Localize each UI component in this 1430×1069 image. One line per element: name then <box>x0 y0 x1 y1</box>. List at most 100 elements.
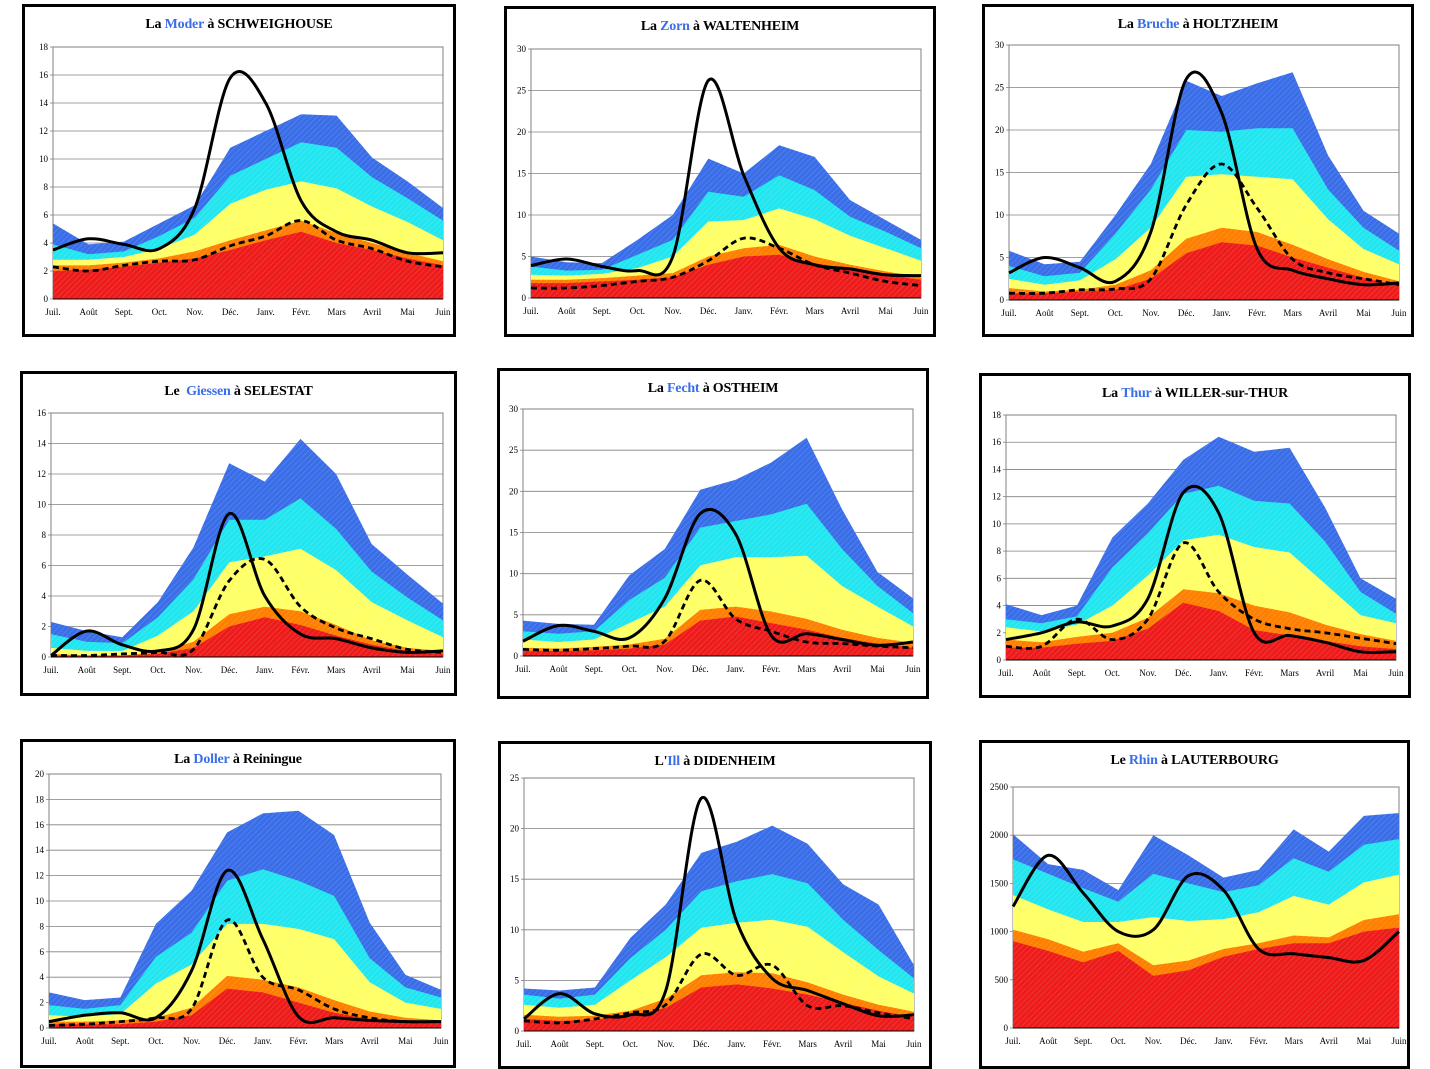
y-tick-label: 1000 <box>990 927 1009 937</box>
y-tick-label: 10 <box>510 925 520 935</box>
y-tick-label: 16 <box>37 408 47 418</box>
chart-title-prefix: La <box>640 19 661 34</box>
y-tick-label: 500 <box>995 975 1009 985</box>
y-tick-label: 6 <box>42 561 47 571</box>
solid-line <box>50 512 444 657</box>
x-tick-label: Juil. <box>1005 1036 1020 1046</box>
solid-line <box>1005 484 1397 655</box>
chart-title-station: à Reiningue <box>229 752 302 767</box>
x-tick-label: Févr. <box>291 665 309 675</box>
band-red <box>51 617 443 657</box>
y-tick-label: 15 <box>510 874 520 884</box>
y-tick-label: 8 <box>40 921 45 931</box>
y-tick-label: 0 <box>40 1023 45 1033</box>
y-tick-label: 30 <box>995 40 1005 50</box>
x-tick-label: Févr. <box>1248 308 1266 318</box>
y-tick-label: 6 <box>997 573 1002 583</box>
x-tick-label: Janv. <box>1210 668 1228 678</box>
x-tick-label: Mars <box>327 307 346 317</box>
x-tick-label: Juil. <box>45 307 60 317</box>
band-red <box>524 984 914 1031</box>
solid-line <box>522 507 914 647</box>
river-name: Bruche <box>1136 17 1180 32</box>
y-tick-label: 25 <box>510 773 520 783</box>
x-tick-label: Févr. <box>289 1036 307 1046</box>
y-tick-label: 0 <box>515 1026 520 1036</box>
x-tick-label: Juil. <box>515 664 530 674</box>
chart-panel: La Bruche à HOLTZHEIM 0 5 10 15 20 25 30 Juil. Ao… <box>982 4 1414 337</box>
x-tick-label: Juin <box>906 1039 922 1049</box>
y-tick-label: 10 <box>509 569 519 579</box>
y-tick-label: 30 <box>517 44 527 54</box>
x-tick-label: Août <box>1032 668 1050 678</box>
x-tick-label: Janv. <box>1213 308 1231 318</box>
solid-line <box>530 77 922 278</box>
y-tick-label: 0 <box>997 655 1002 665</box>
x-tick-label: Juil. <box>43 665 58 675</box>
chart-title: La Bruche à HOLTZHEIM <box>985 17 1411 33</box>
chart-svg: 0 500 1000 1500 2000 2500 Juil. Août Sept. Oct. No… <box>990 782 1407 1046</box>
x-tick-label: Août <box>76 1036 94 1046</box>
x-tick-label: Nov. <box>656 664 673 674</box>
x-tick-label: Nov. <box>1145 1036 1162 1046</box>
x-tick-label: Mars <box>1283 308 1302 318</box>
chart-title-station: à LAUTERBOURG <box>1157 753 1279 768</box>
y-tick-label: 2500 <box>990 782 1009 792</box>
chart-panel: La Zorn à WALTENHEIM 0 5 10 15 20 25 30 Juil. Aoû… <box>504 6 936 337</box>
x-tick-label: Mai <box>400 665 415 675</box>
y-tick-label: 4 <box>44 238 49 248</box>
y-tick-label: 14 <box>37 439 47 449</box>
chart-title: La Thur à WILLER-sur-THUR <box>982 386 1408 402</box>
solid-line <box>52 70 444 256</box>
y-tick-label: 5 <box>522 252 527 262</box>
y-tick-label: 16 <box>35 820 45 830</box>
y-tick-label: 0 <box>1000 295 1005 305</box>
band-red <box>53 231 443 299</box>
x-tick-label: Juil. <box>41 1036 56 1046</box>
x-tick-label: Avril <box>1320 1036 1339 1046</box>
dashed-line <box>530 236 922 290</box>
river-name: Giessen <box>186 384 231 399</box>
x-tick-label: Déc. <box>222 307 239 317</box>
x-tick-label: Août <box>78 665 96 675</box>
y-tick-label: 0 <box>42 652 47 662</box>
x-tick-label: Sept. <box>115 307 133 317</box>
x-tick-label: Juil. <box>523 306 538 316</box>
y-tick-label: 8 <box>44 182 49 192</box>
chart-title-prefix: La <box>1117 17 1137 32</box>
x-tick-label: Mai <box>878 306 893 316</box>
solid-line <box>523 796 915 1021</box>
y-tick-label: 2000 <box>990 830 1009 840</box>
y-tick-label: 4 <box>40 972 45 982</box>
chart-title-station: à OSTHEIM <box>699 381 779 396</box>
chart-panel: La Doller à Reiningue 0 2 4 6 8 10 12 14 16 18 20 Ju… <box>20 739 456 1068</box>
x-tick-label: Mai <box>398 1036 413 1046</box>
y-tick-label: 10 <box>37 500 47 510</box>
y-tick-label: 15 <box>995 168 1005 178</box>
chart-svg: 0 5 10 15 20 25 30 Juil. Août Sept. Oct. Nov. Déc. Ja… <box>517 44 929 316</box>
x-tick-label: Avril <box>363 665 382 675</box>
y-tick-label: 20 <box>510 824 520 834</box>
chart-panel: La Moder à SCHWEIGHOUSE 0 2 4 6 8 10 12 14 16 18 Ju… <box>22 4 456 337</box>
y-tick-label: 0 <box>514 651 519 661</box>
x-tick-label: Avril <box>833 664 852 674</box>
y-tick-label: 20 <box>35 769 45 779</box>
chart-panel: Le Giessen à SELESTAT 0 2 4 6 8 10 12 14 16 Juil. A… <box>20 371 457 696</box>
y-tick-label: 16 <box>39 70 49 80</box>
solid-line <box>1008 70 1400 287</box>
y-tick-label: 4 <box>42 591 47 601</box>
y-tick-label: 5 <box>515 975 520 985</box>
y-tick-label: 20 <box>517 127 527 137</box>
chart-title: La Zorn à WALTENHEIM <box>507 19 933 35</box>
y-tick-label: 15 <box>509 528 519 538</box>
chart-svg: 0 5 10 15 20 25 30 Juil. Août Sept. Oct. Nov. Déc. Ja… <box>995 40 1407 318</box>
x-tick-label: Mai <box>870 664 885 674</box>
dashed-line <box>1005 541 1397 650</box>
y-tick-label: 2 <box>42 622 47 632</box>
x-tick-label: Juil. <box>516 1039 531 1049</box>
x-tick-label: Janv. <box>728 1039 746 1049</box>
x-tick-label: Mars <box>798 1039 817 1049</box>
x-tick-label: Mars <box>797 664 816 674</box>
dashed-line <box>523 952 915 1025</box>
x-tick-label: Janv. <box>727 664 745 674</box>
